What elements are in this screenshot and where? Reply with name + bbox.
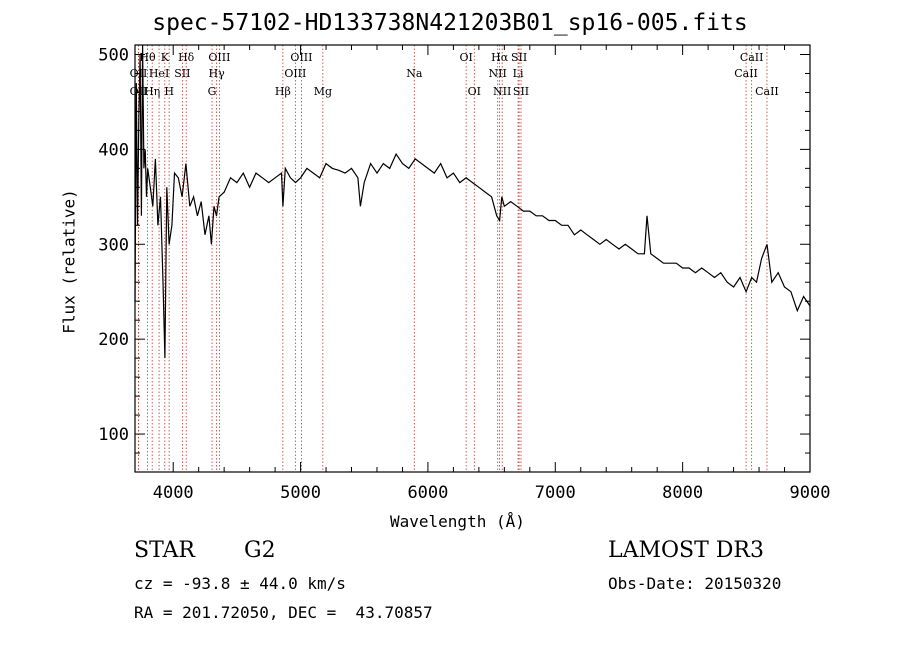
object-subclass: G2 — [244, 538, 276, 563]
line-marker-label-11: G — [208, 85, 217, 98]
line-marker-label-25: CaII — [740, 51, 764, 64]
line-marker-label-19: Hα — [491, 51, 509, 64]
line-marker-label-27: CaII — [755, 85, 779, 98]
y-axis-label: Flux (relative) — [59, 189, 79, 334]
line-marker-label-12: OIII — [290, 51, 312, 64]
line-marker-label-20: NII — [489, 67, 507, 80]
y-tick-label: 200 — [98, 330, 129, 350]
line-marker-label-18: OI — [468, 85, 481, 98]
line-marker-label-3: K — [161, 51, 170, 64]
line-marker-label-5: Hη — [144, 85, 160, 98]
obs-date-text: Obs-Date: 20150320 — [608, 574, 782, 593]
redshift-text: cz = -93.8 ± 44.0 km/s — [134, 574, 346, 593]
line-marker-label-0: Hθ — [139, 51, 156, 64]
x-tick-label: 4000 — [153, 483, 194, 503]
object-class: STAR — [134, 538, 195, 563]
line-marker-label-7: SII — [174, 67, 190, 80]
line-marker-label-4: HeI — [149, 67, 169, 80]
line-marker-label-16: Na — [406, 67, 423, 80]
line-markers — [138, 45, 768, 472]
line-marker-label-14: Hβ — [275, 85, 291, 98]
x-tick-label: 7000 — [535, 483, 576, 503]
y-tick-label: 400 — [98, 140, 129, 160]
y-axis-ticks: 100 200 300 400 500 — [98, 45, 810, 454]
chart-title: spec-57102-HD133738N421203B01_sp16-005.f… — [152, 10, 748, 36]
x-tick-label: 9000 — [790, 483, 831, 503]
plot-frame — [134, 44, 811, 473]
x-tick-label: 8000 — [662, 483, 703, 503]
survey-name: LAMOST DR3 — [608, 538, 764, 563]
line-marker-label-26: CaII — [734, 67, 758, 80]
line-marker-label-8: H — [164, 85, 174, 98]
line-marker-label-10: Hγ — [209, 67, 226, 80]
line-marker-label-6: Hδ — [178, 51, 195, 64]
coordinates-text: RA = 201.72050, DEC = 43.70857 — [134, 603, 433, 622]
line-marker-label-15: Mg — [314, 85, 332, 98]
line-marker-label-23: Li — [513, 67, 524, 80]
y-tick-label: 300 — [98, 235, 129, 255]
line-marker-label-22: SII — [511, 51, 527, 64]
x-axis-label: Wavelength (Å) — [390, 512, 525, 531]
y-tick-label: 100 — [98, 425, 129, 445]
line-marker-label-21: NII — [493, 85, 511, 98]
x-axis-ticks: 4000 5000 6000 7000 8000 9000 — [153, 45, 831, 503]
line-marker-label-13: OIII — [284, 67, 306, 80]
line-marker-label-17: OI — [459, 51, 472, 64]
x-tick-label: 6000 — [407, 483, 448, 503]
y-tick-label: 500 — [98, 45, 129, 65]
x-tick-label: 5000 — [280, 483, 321, 503]
line-marker-label-9: OIII — [208, 51, 230, 64]
line-marker-label-24: SII — [513, 85, 529, 98]
spectrum-series-line — [134, 44, 811, 359]
